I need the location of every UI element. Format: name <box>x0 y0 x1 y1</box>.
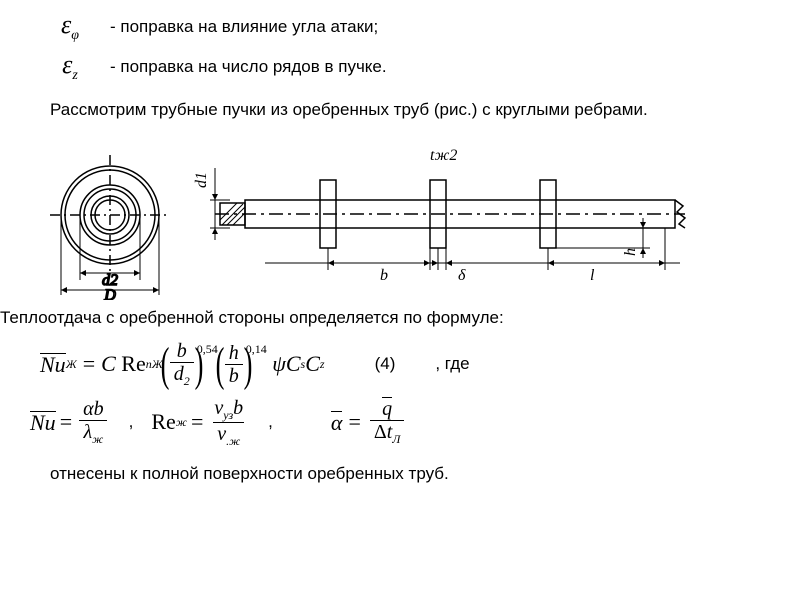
label-delta: δ <box>458 267 466 284</box>
label-b: b <box>380 267 388 284</box>
label-eps-z: - поправка на число рядов в пучке. <box>110 57 387 77</box>
paragraph-intro: Рассмотрим трубные пучки из оребренных т… <box>50 100 760 120</box>
symbol-eps-phi: εφ <box>40 10 100 44</box>
label-d1: d1 <box>193 172 210 188</box>
symbol-eps-z: εz <box>40 50 100 84</box>
label-D: D <box>103 287 116 300</box>
label-eps-phi: - поправка на влияние угла атаки; <box>110 17 378 37</box>
finned-tube-diagram: d2 D <box>30 130 710 300</box>
paragraph-footer: отнесены к полной поверхности оребренных… <box>50 464 770 484</box>
equation-definitions: Nu = αb λж , Reж = vузb ν.ж , α = q ΔtЛ <box>30 397 770 448</box>
symbol-row-eps-z: εz - поправка на число рядов в пучке. <box>0 50 770 84</box>
symbol-row-eps-phi: εφ - поправка на влияние угла атаки; <box>0 10 770 44</box>
label-l: l <box>590 267 595 284</box>
paragraph-heat: Теплоотдача с оребренной стороны определ… <box>0 308 770 328</box>
equation-main: NuЖ = C RenЖ ( b d2 )0,54 ( h b )0,14 ψC… <box>40 340 770 388</box>
def-alpha: α = q ΔtЛ <box>331 398 408 446</box>
equation-number: (4) <box>375 354 396 374</box>
def-nu: Nu = αb λж <box>30 398 111 446</box>
def-re: Reж = vузb ν.ж <box>151 397 250 448</box>
label-where: , где <box>435 354 469 374</box>
label-t: tж2 <box>430 147 457 164</box>
label-h: h <box>622 248 639 256</box>
